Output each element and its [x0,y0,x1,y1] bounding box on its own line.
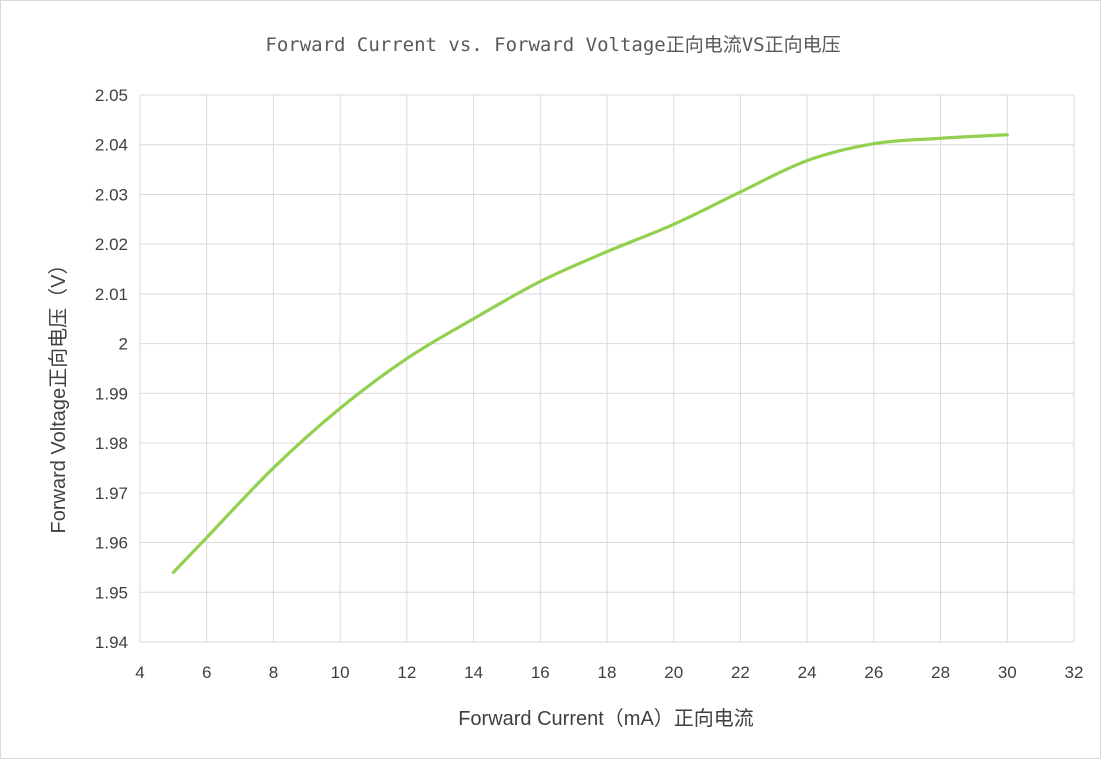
series-group [171,133,1009,574]
y-tick-label: 1.96 [95,534,128,553]
x-tick-label: 30 [998,663,1017,682]
x-tick-label: 32 [1065,663,1084,682]
x-tick-label: 6 [202,663,211,682]
x-tick-label: 26 [864,663,883,682]
x-tick-label: 12 [397,663,416,682]
y-tick-label: 2.01 [95,285,128,304]
y-tick-label: 2.04 [95,136,128,155]
x-tick-label: 24 [798,663,817,682]
y-tick-label: 1.99 [95,384,128,403]
y-tick-label: 2.02 [95,235,128,254]
x-tick-label: 4 [135,663,144,682]
y-tick-label: 2 [119,335,128,354]
series-line [171,133,1009,574]
x-axis-label: Forward Current（mA）正向电流 [458,707,754,730]
x-axis-ticks: 4 6 8 10 12 14 16 18 20 22 24 26 28 30 32 [135,663,1083,682]
x-tick-label: 10 [331,663,350,682]
y-tick-label: 1.98 [95,434,128,453]
y-axis-ticks: 2.05 2.04 2.03 2.02 2.01 2 1.99 1.98 1.97 1.96 1.9… [95,86,128,652]
y-tick-label: 1.95 [95,583,128,602]
y-tick-label: 2.03 [95,185,128,204]
y-tick-label: 1.94 [95,633,128,652]
chart-title: Forward Current vs. Forward Voltage正向电流V… [265,34,840,56]
x-tick-label: 8 [269,663,278,682]
grid-lines [139,94,1075,643]
y-tick-label: 2.05 [95,86,128,105]
x-tick-label: 22 [731,663,750,682]
x-tick-label: 16 [531,663,550,682]
y-tick-label: 1.97 [95,484,128,503]
x-tick-label: 28 [931,663,950,682]
x-tick-label: 14 [464,663,483,682]
x-tick-label: 18 [598,663,617,682]
y-axis-label: Forward Voltage正向电压（V） [47,255,70,534]
x-tick-label: 20 [664,663,683,682]
